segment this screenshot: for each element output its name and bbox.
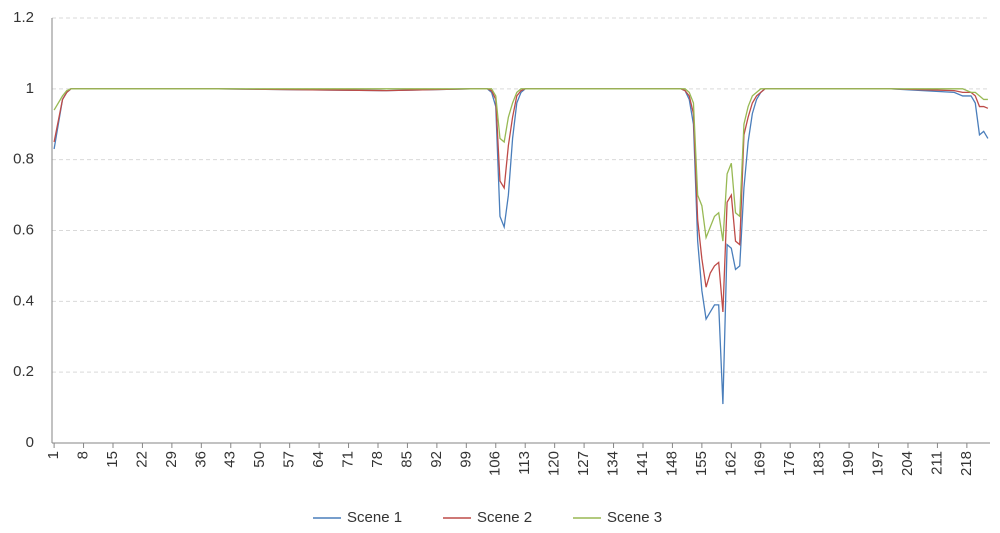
x-tick-label: 92 bbox=[428, 451, 445, 468]
legend-label: Scene 1 bbox=[347, 509, 402, 526]
y-tick-label: 0 bbox=[26, 434, 34, 451]
x-tick-label: 22 bbox=[133, 451, 150, 468]
x-tick-label: 78 bbox=[369, 451, 386, 468]
x-tick-label: 71 bbox=[340, 451, 357, 468]
x-tick-label: 204 bbox=[899, 451, 916, 476]
x-tick-label: 50 bbox=[251, 451, 268, 468]
x-tick-label: 141 bbox=[634, 451, 651, 476]
x-tick-label: 85 bbox=[398, 451, 415, 468]
x-tick-label: 120 bbox=[546, 451, 563, 476]
x-tick-label: 162 bbox=[722, 451, 739, 476]
x-tick-label: 134 bbox=[605, 451, 622, 476]
x-tick-label: 29 bbox=[163, 451, 180, 468]
x-tick-label: 57 bbox=[281, 451, 298, 468]
data-line bbox=[53, 88, 988, 242]
y-tick-label: 0.2 bbox=[13, 363, 34, 380]
y-tick-label: 0.6 bbox=[13, 221, 34, 238]
y-tick-label: 1 bbox=[26, 80, 34, 97]
x-tick-label: 8 bbox=[75, 451, 92, 459]
x-tick-label: 211 bbox=[928, 451, 945, 475]
x-tick-label: 197 bbox=[870, 451, 887, 476]
x-tick-label: 43 bbox=[222, 451, 239, 468]
data-line bbox=[53, 88, 989, 313]
x-tick-label: 176 bbox=[781, 451, 798, 476]
y-tick-label: 0.8 bbox=[13, 151, 34, 168]
x-tick-label: 64 bbox=[310, 451, 327, 468]
x-tick-label: 15 bbox=[104, 451, 121, 468]
x-tick-label: 218 bbox=[958, 451, 975, 476]
x-tick-label: 127 bbox=[575, 451, 592, 476]
legend-label: Scene 3 bbox=[607, 509, 662, 526]
y-tick-label: 1.2 bbox=[13, 9, 34, 26]
x-tick-label: 1 bbox=[45, 451, 62, 459]
x-tick-label: 113 bbox=[516, 451, 533, 475]
x-tick-label: 148 bbox=[663, 451, 680, 476]
x-tick-label: 190 bbox=[840, 451, 857, 476]
x-tick-label: 36 bbox=[192, 451, 209, 468]
y-tick-label: 0.4 bbox=[13, 292, 34, 309]
data-line bbox=[53, 88, 989, 405]
x-tick-label: 155 bbox=[693, 451, 710, 476]
legend-label: Scene 2 bbox=[477, 509, 532, 526]
x-tick-label: 99 bbox=[457, 451, 474, 468]
x-tick-label: 169 bbox=[752, 451, 769, 476]
x-tick-label: 106 bbox=[487, 451, 504, 476]
x-tick-label: 183 bbox=[811, 451, 828, 476]
